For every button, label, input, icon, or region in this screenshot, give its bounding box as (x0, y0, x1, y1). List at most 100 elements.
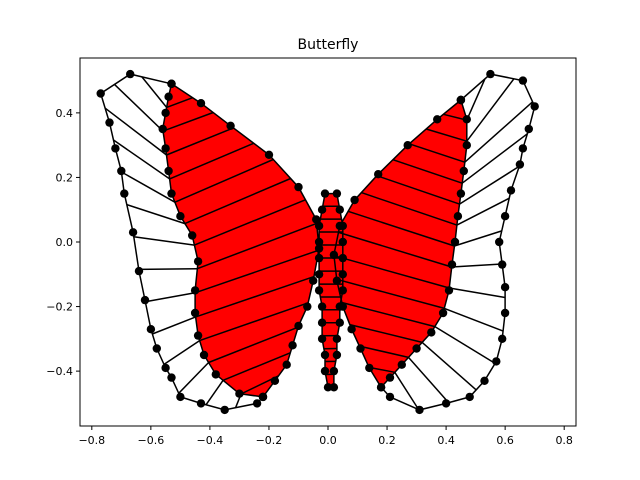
data-point (365, 363, 374, 373)
y-tick-label: −0.2 (46, 301, 73, 314)
data-point (438, 308, 448, 318)
data-point (312, 215, 321, 224)
data-point (335, 205, 344, 214)
right-wing-red-band (333, 100, 467, 388)
data-point (335, 318, 344, 327)
data-point (294, 182, 303, 192)
x-tick-label: −0.2 (256, 434, 283, 447)
mesh-rung (194, 249, 320, 294)
mesh-rung (456, 197, 510, 226)
data-point (314, 286, 324, 295)
data-point (164, 166, 173, 176)
mesh-rung (394, 371, 420, 410)
data-point (500, 212, 510, 221)
data-point (385, 392, 395, 402)
mesh-rung (152, 316, 196, 335)
mesh-rung (162, 111, 214, 132)
data-point (317, 334, 327, 343)
data-point (347, 325, 356, 334)
data-point (385, 373, 395, 382)
data-point (397, 360, 406, 369)
data-point (374, 170, 383, 179)
data-point (456, 189, 466, 198)
mesh-rung (208, 326, 299, 364)
mesh-rung (434, 325, 496, 365)
data-point (332, 189, 342, 198)
data-point (252, 399, 262, 408)
data-point (314, 270, 324, 279)
mesh-rung (166, 96, 193, 109)
data-point (320, 350, 330, 360)
data-point (140, 295, 150, 305)
data-point (161, 144, 170, 153)
left-wing-red-band (162, 83, 320, 397)
data-point (356, 344, 365, 353)
data-point (350, 195, 359, 205)
x-tick-label: 0.0 (319, 434, 337, 447)
data-point (134, 266, 144, 276)
data-point (323, 383, 333, 392)
chart-title: Butterfly (298, 37, 359, 53)
data-point (317, 302, 327, 311)
data-point (211, 370, 220, 379)
mesh-rung (141, 76, 168, 108)
data-point (303, 302, 312, 311)
data-point (462, 115, 471, 124)
data-point (462, 141, 471, 150)
data-point (111, 144, 120, 153)
data-point (456, 95, 466, 105)
axis-ticks: −0.8 −0.6 −0.4 −0.2 0.0 0.2 0.4 0.6 0.8 −0.4 −0.2 0… (46, 107, 573, 447)
data-point (320, 366, 330, 376)
data-point (294, 321, 303, 331)
y-tick-label: 0.2 (56, 171, 74, 184)
data-point (492, 357, 501, 366)
mesh-rung (459, 165, 520, 205)
data-point (412, 344, 421, 353)
x-tick-label: −0.4 (197, 434, 224, 447)
data-point (320, 189, 330, 198)
mesh-rung (138, 267, 198, 271)
data-point (329, 383, 339, 392)
data-point (338, 270, 347, 279)
mesh-rung (195, 275, 315, 318)
data-point (515, 160, 525, 169)
data-point (270, 376, 280, 385)
data-point (235, 389, 244, 398)
data-point (500, 283, 510, 292)
data-point (193, 257, 203, 266)
mesh-rung (126, 203, 186, 225)
data-point (126, 69, 135, 79)
data-point (128, 228, 138, 237)
y-tick-label: 0.4 (56, 107, 74, 120)
data-point (317, 205, 327, 214)
mesh-rung (169, 142, 254, 180)
x-tick-label: −0.8 (78, 434, 105, 447)
mesh-rung (451, 263, 503, 268)
data-point (415, 405, 424, 415)
x-tick-label: 0.8 (555, 434, 573, 447)
data-point (329, 250, 339, 260)
data-point (188, 231, 197, 240)
mesh-rung (199, 302, 309, 342)
data-point (152, 344, 161, 353)
data-point (498, 260, 507, 269)
mesh-rung (163, 339, 201, 366)
data-point (335, 302, 344, 311)
data-point (117, 166, 126, 176)
mesh-rung (113, 83, 164, 132)
data-point (498, 334, 507, 343)
data-point (376, 383, 386, 392)
mesh-rung (174, 158, 274, 203)
data-point (500, 308, 510, 318)
data-point (190, 308, 200, 318)
data-point (530, 102, 539, 111)
mesh-rung (145, 292, 196, 303)
data-point (329, 366, 339, 376)
x-tick-label: −0.6 (137, 434, 164, 447)
data-point (518, 76, 528, 85)
data-point (486, 69, 495, 79)
data-point (190, 286, 200, 295)
data-point (506, 186, 516, 195)
mesh-rung (464, 101, 534, 163)
mesh-rung (407, 356, 450, 404)
